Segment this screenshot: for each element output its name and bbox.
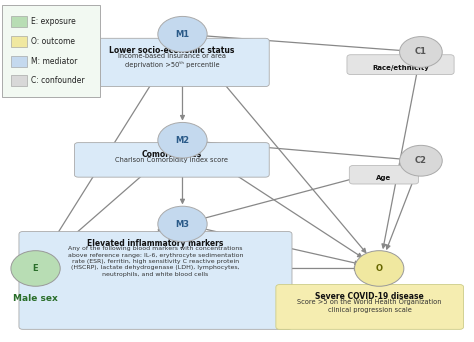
FancyBboxPatch shape [74, 38, 269, 87]
FancyBboxPatch shape [349, 166, 419, 184]
Text: O: O [376, 264, 383, 273]
Text: Severe COVID-19 disease: Severe COVID-19 disease [315, 292, 424, 301]
Circle shape [355, 251, 404, 286]
Text: O: outcome: O: outcome [31, 37, 75, 46]
FancyBboxPatch shape [2, 5, 100, 97]
Circle shape [400, 37, 442, 67]
Text: Any of the following blood markers with concentrations
above reference range: IL: Any of the following blood markers with … [68, 246, 243, 277]
Text: M3: M3 [175, 220, 190, 228]
Text: E: exposure: E: exposure [31, 17, 75, 26]
Text: Comorbidities: Comorbidities [142, 150, 202, 159]
Text: Score >5 on the World Health Organization
clinical progression scale: Score >5 on the World Health Organizatio… [298, 299, 442, 313]
Text: Male sex: Male sex [13, 294, 58, 303]
FancyBboxPatch shape [11, 75, 27, 86]
Text: Income-based insurance or area
deprivation >50ᵗʰ percentile: Income-based insurance or area deprivati… [118, 53, 226, 68]
FancyBboxPatch shape [11, 56, 27, 67]
Text: M: mediator: M: mediator [31, 57, 77, 66]
Text: E: E [33, 264, 38, 273]
Text: Charlson Comorbidity Index score: Charlson Comorbidity Index score [115, 157, 228, 163]
Circle shape [158, 16, 207, 52]
FancyBboxPatch shape [276, 285, 464, 329]
Text: Lower socio-economic status: Lower socio-economic status [109, 46, 235, 55]
Text: C: confounder: C: confounder [31, 76, 84, 85]
Circle shape [400, 145, 442, 176]
FancyBboxPatch shape [19, 232, 292, 329]
FancyBboxPatch shape [74, 143, 269, 177]
Text: M1: M1 [175, 30, 190, 39]
Text: M2: M2 [175, 136, 190, 145]
Circle shape [158, 122, 207, 158]
FancyBboxPatch shape [11, 16, 27, 27]
FancyBboxPatch shape [347, 55, 454, 75]
FancyBboxPatch shape [11, 36, 27, 47]
Text: C2: C2 [415, 156, 427, 165]
Text: C1: C1 [415, 48, 427, 56]
Text: Race/ethnicity: Race/ethnicity [372, 65, 429, 71]
Text: Elevated inflammatory markers: Elevated inflammatory markers [87, 239, 224, 248]
Circle shape [11, 251, 60, 286]
Text: Age: Age [376, 175, 392, 181]
Circle shape [158, 206, 207, 242]
